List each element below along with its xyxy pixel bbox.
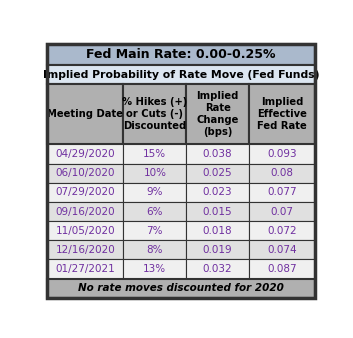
Bar — [47, 164, 124, 183]
Text: 15%: 15% — [143, 149, 166, 159]
Text: Fed Main Rate: 0.00-0.25%: Fed Main Rate: 0.00-0.25% — [86, 48, 276, 61]
Text: 9%: 9% — [146, 187, 163, 197]
Text: 0.08: 0.08 — [270, 168, 293, 178]
Bar — [47, 202, 124, 221]
Bar — [47, 183, 124, 202]
Bar — [124, 202, 186, 221]
Bar — [124, 84, 186, 144]
Text: 0.032: 0.032 — [203, 264, 233, 274]
Text: 0.072: 0.072 — [267, 226, 297, 236]
Text: 10%: 10% — [143, 168, 166, 178]
Bar — [124, 259, 186, 279]
Text: Implied
Effective
Fed Rate: Implied Effective Fed Rate — [257, 97, 307, 131]
Bar — [249, 144, 315, 164]
Text: 12/16/2020: 12/16/2020 — [55, 245, 115, 255]
Text: Implied
Rate
Change
(bps): Implied Rate Change (bps) — [197, 91, 239, 137]
Bar — [124, 183, 186, 202]
Text: Meeting Date: Meeting Date — [47, 109, 123, 119]
Bar — [47, 144, 124, 164]
Bar — [124, 221, 186, 240]
Text: 04/29/2020: 04/29/2020 — [55, 149, 115, 159]
Bar — [47, 240, 124, 259]
Bar — [47, 65, 315, 84]
Bar — [124, 144, 186, 164]
Text: 7%: 7% — [146, 226, 163, 236]
Text: 07/29/2020: 07/29/2020 — [55, 187, 115, 197]
Text: 0.087: 0.087 — [267, 264, 297, 274]
Bar — [249, 183, 315, 202]
Text: 6%: 6% — [146, 207, 163, 217]
Text: Implied Probability of Rate Move (Fed Funds): Implied Probability of Rate Move (Fed Fu… — [43, 70, 319, 79]
Bar — [186, 240, 249, 259]
Bar — [47, 84, 124, 144]
Bar — [186, 84, 249, 144]
Text: 11/05/2020: 11/05/2020 — [55, 226, 115, 236]
Text: 0.015: 0.015 — [203, 207, 233, 217]
Text: % Hikes (+)
or Cuts (-)
Discounted: % Hikes (+) or Cuts (-) Discounted — [122, 97, 187, 131]
Bar — [186, 144, 249, 164]
Bar — [186, 164, 249, 183]
Text: 0.038: 0.038 — [203, 149, 233, 159]
Text: 8%: 8% — [146, 245, 163, 255]
Bar — [249, 164, 315, 183]
Bar — [47, 221, 124, 240]
Text: 0.077: 0.077 — [267, 187, 297, 197]
Bar — [249, 240, 315, 259]
Text: 13%: 13% — [143, 264, 166, 274]
Bar — [249, 84, 315, 144]
Bar — [124, 164, 186, 183]
Bar — [249, 221, 315, 240]
Bar — [249, 202, 315, 221]
Text: 06/10/2020: 06/10/2020 — [55, 168, 115, 178]
Text: 0.025: 0.025 — [203, 168, 233, 178]
Bar — [47, 44, 315, 65]
Bar — [186, 259, 249, 279]
Text: 0.019: 0.019 — [203, 245, 233, 255]
Bar — [47, 279, 315, 298]
Bar — [186, 221, 249, 240]
Text: No rate moves discounted for 2020: No rate moves discounted for 2020 — [78, 283, 284, 293]
Bar — [47, 259, 124, 279]
Bar — [249, 259, 315, 279]
Text: 0.074: 0.074 — [267, 245, 297, 255]
Text: 0.07: 0.07 — [270, 207, 293, 217]
Text: 0.023: 0.023 — [203, 187, 233, 197]
Text: 09/16/2020: 09/16/2020 — [55, 207, 115, 217]
Bar — [186, 183, 249, 202]
Text: 01/27/2021: 01/27/2021 — [55, 264, 115, 274]
Bar — [186, 202, 249, 221]
Bar — [124, 240, 186, 259]
Text: 0.093: 0.093 — [267, 149, 297, 159]
Text: 0.018: 0.018 — [203, 226, 233, 236]
